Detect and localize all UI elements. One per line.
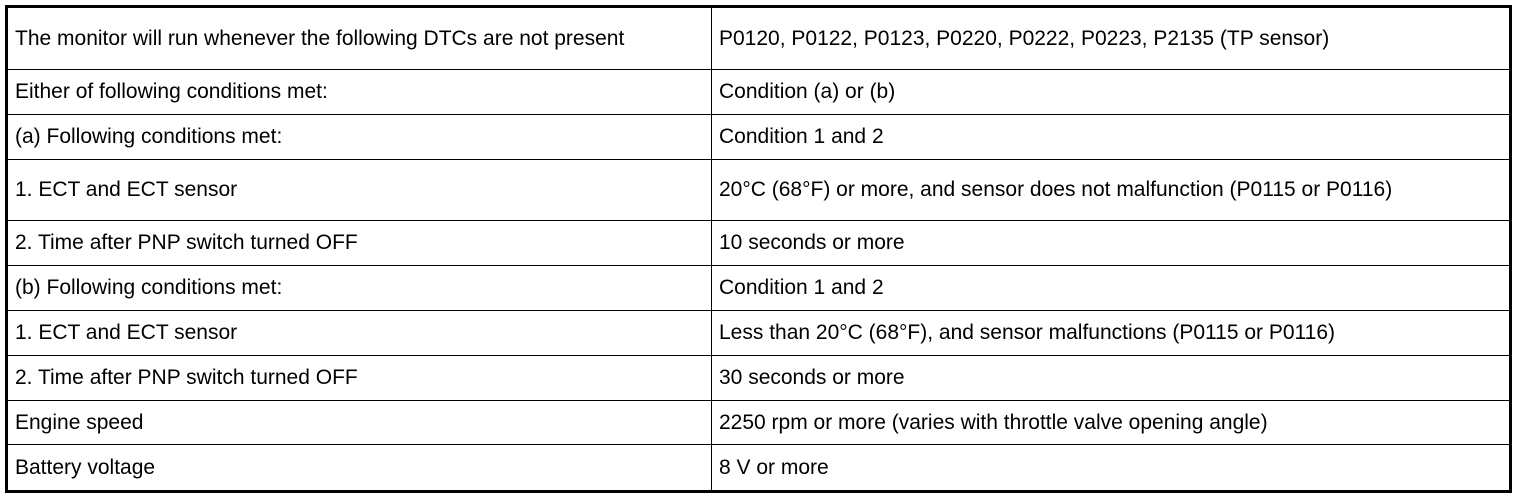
condition-cell: The monitor will run whenever the follow… [8, 8, 712, 70]
table-row: (b) Following conditions met: Condition … [8, 264, 1509, 311]
condition-cell: Engine speed [8, 399, 712, 446]
condition-cell: 2. Time after PNP switch turned OFF [8, 219, 712, 266]
value-cell: Condition (a) or (b) [711, 68, 1509, 115]
table-row: (a) Following conditions met: Condition … [8, 113, 1509, 160]
value-cell: P0120, P0122, P0123, P0220, P0222, P0223… [711, 8, 1509, 70]
table-row: 1. ECT and ECT sensor 20°C (68°F) or mor… [8, 158, 1509, 221]
table-row: Engine speed 2250 rpm or more (varies wi… [8, 399, 1509, 446]
value-cell: Condition 1 and 2 [711, 264, 1509, 311]
condition-cell: (b) Following conditions met: [8, 264, 712, 311]
condition-cell: (a) Following conditions met: [8, 113, 712, 160]
condition-cell: 1. ECT and ECT sensor [8, 158, 712, 221]
condition-cell: Battery voltage [8, 444, 712, 490]
monitor-conditions-table: The monitor will run whenever the follow… [8, 8, 1509, 490]
value-cell: Less than 20°C (68°F), and sensor malfun… [711, 309, 1509, 356]
value-cell: 2250 rpm or more (varies with throttle v… [711, 399, 1509, 446]
table-row: Either of following conditions met: Cond… [8, 68, 1509, 115]
monitor-conditions-table-frame: The monitor will run whenever the follow… [5, 5, 1512, 493]
value-cell: 10 seconds or more [711, 219, 1509, 266]
condition-cell: 1. ECT and ECT sensor [8, 309, 712, 356]
table-row: Battery voltage 8 V or more [8, 444, 1509, 490]
table-row: 2. Time after PNP switch turned OFF 10 s… [8, 219, 1509, 266]
value-cell: 8 V or more [711, 444, 1509, 490]
table-row: 1. ECT and ECT sensor Less than 20°C (68… [8, 309, 1509, 356]
value-cell: Condition 1 and 2 [711, 113, 1509, 160]
value-cell: 30 seconds or more [711, 354, 1509, 401]
condition-cell: 2. Time after PNP switch turned OFF [8, 354, 712, 401]
condition-cell: Either of following conditions met: [8, 68, 712, 115]
value-cell: 20°C (68°F) or more, and sensor does not… [711, 158, 1509, 221]
table-row: The monitor will run whenever the follow… [8, 8, 1509, 70]
table-row: 2. Time after PNP switch turned OFF 30 s… [8, 354, 1509, 401]
